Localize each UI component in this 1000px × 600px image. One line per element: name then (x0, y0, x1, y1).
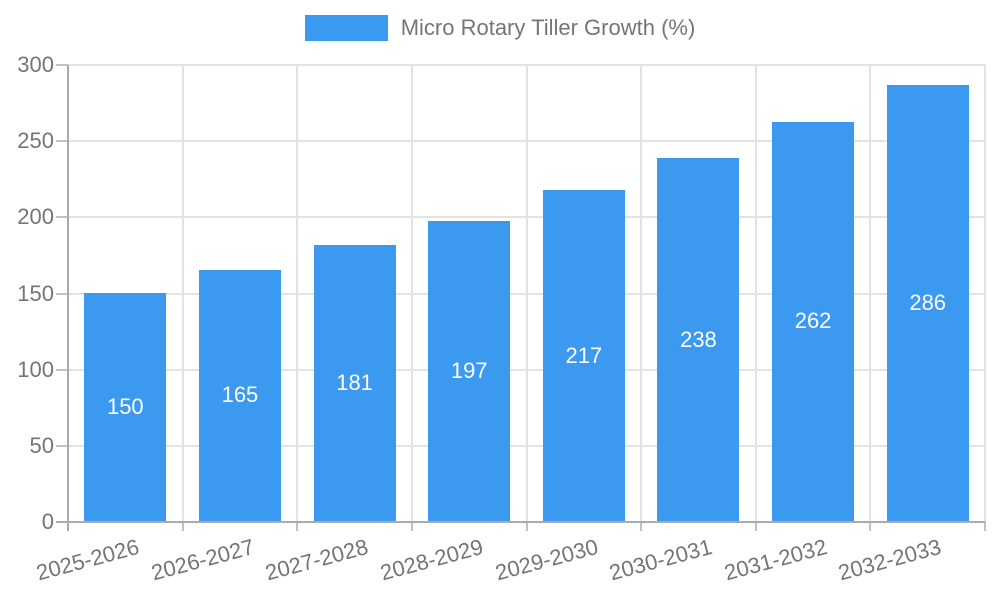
grid-line-vertical (869, 65, 872, 522)
bar-value-label: 238 (680, 326, 717, 352)
bar-value-label: 217 (565, 342, 603, 368)
grid-line-vertical (754, 65, 757, 522)
bar[interactable]: 197 (428, 220, 511, 521)
legend-label[interactable]: Micro Rotary Tiller Growth (%) (400, 15, 696, 40)
y-tick-label: 200 (17, 204, 54, 230)
y-tick-mark (56, 216, 68, 219)
x-tick-label: 2026-2027 (148, 534, 257, 586)
legend-swatch[interactable] (304, 15, 388, 41)
x-tick-label: 2032-2033 (836, 534, 945, 586)
bar-value-label: 262 (794, 308, 832, 334)
grid-line-vertical (296, 65, 299, 522)
x-tick-label: 2029-2030 (492, 534, 601, 586)
grid-line-vertical (640, 65, 643, 522)
bar-value-label: 150 (106, 393, 144, 419)
x-tick-mark (525, 522, 528, 531)
x-tick-mark (869, 522, 872, 531)
x-tick-label: 2030-2031 (606, 534, 715, 586)
grid-line-vertical (525, 65, 528, 522)
bar-value-label: 197 (450, 357, 488, 383)
bar[interactable]: 150 (84, 292, 167, 521)
x-tick-mark (181, 522, 184, 531)
x-tick-mark (410, 522, 413, 531)
x-tick-label: 2025-2026 (33, 534, 142, 586)
x-tick-mark (640, 522, 643, 531)
bar[interactable]: 165 (198, 269, 281, 521)
y-axis (67, 65, 69, 531)
bar-value-label: 181 (336, 370, 373, 396)
y-tick-label: 50 (29, 432, 54, 458)
bar-value-label: 165 (221, 382, 259, 408)
legend[interactable]: Micro Rotary Tiller Growth (%) (0, 15, 1000, 41)
bar[interactable]: 286 (886, 85, 969, 521)
y-tick-mark (56, 140, 68, 143)
x-tick-label: 2031-2032 (721, 534, 830, 586)
bar[interactable]: 262 (772, 121, 855, 521)
y-tick-label: 0 (41, 509, 54, 534)
bar[interactable]: 181 (313, 245, 396, 521)
y-tick-label: 300 (17, 52, 54, 77)
bar-value-label: 286 (909, 290, 947, 316)
x-tick-mark (984, 522, 986, 531)
x-tick-label: 2028-2029 (377, 534, 486, 586)
grid-line-vertical (181, 65, 184, 522)
y-tick-label: 150 (17, 280, 54, 306)
y-tick-mark (56, 292, 68, 295)
grid-line-vertical (410, 65, 413, 522)
x-axis (56, 521, 985, 523)
y-tick-label: 100 (17, 356, 54, 382)
x-tick-mark (296, 522, 299, 531)
x-tick-mark (754, 522, 757, 531)
y-tick-label: 250 (17, 128, 54, 154)
bar[interactable]: 238 (657, 158, 740, 521)
y-tick-mark (56, 444, 68, 447)
y-tick-mark (56, 64, 68, 66)
y-tick-mark (56, 368, 68, 371)
x-tick-label: 2027-2028 (262, 534, 372, 586)
bar[interactable]: 217 (542, 190, 625, 521)
grid-line-vertical (984, 65, 986, 522)
